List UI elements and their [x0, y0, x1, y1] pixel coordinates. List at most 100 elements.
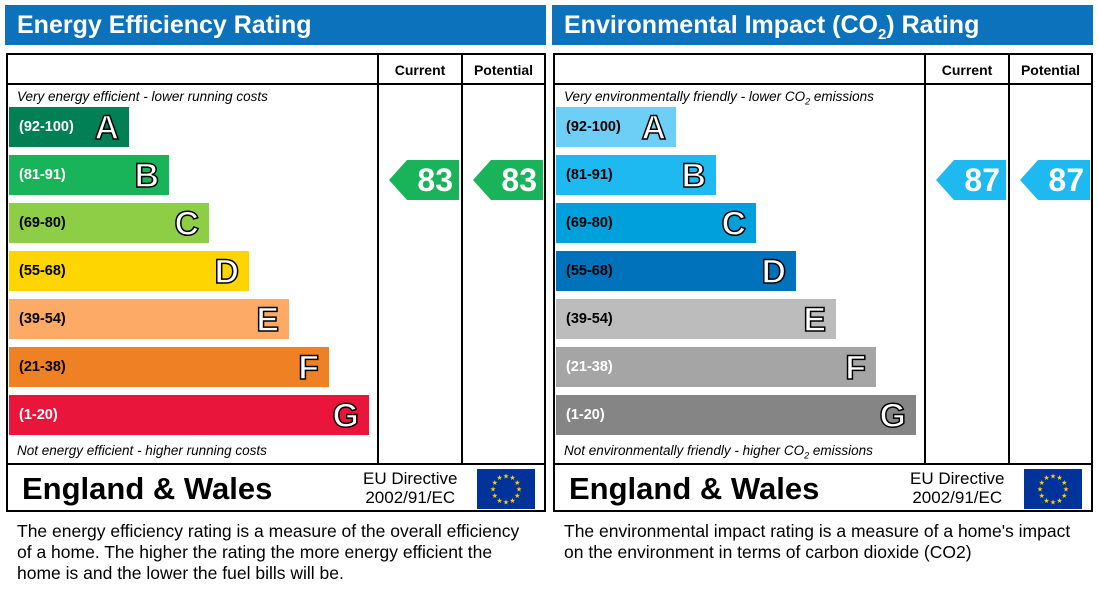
- panel-title: Energy Efficiency Rating: [5, 5, 546, 45]
- rating-table: Current Potential Very energy efficient …: [6, 53, 546, 512]
- potential-rating-arrow: 87: [1020, 160, 1090, 200]
- star-icon: ★: [1050, 499, 1056, 507]
- bar-range-label: (92-100): [19, 119, 74, 135]
- star-icon: ★: [514, 492, 520, 500]
- bar-range-label: (81-91): [566, 167, 613, 183]
- star-icon: ★: [516, 486, 522, 494]
- star-icon: ★: [1039, 479, 1045, 487]
- description: The environmental impact rating is a mea…: [564, 521, 1071, 562]
- star-icon: ★: [1056, 474, 1062, 482]
- bar-letter: B: [681, 156, 707, 196]
- star-icon: ★: [1037, 486, 1043, 494]
- directive-line2: 2002/91/EC: [365, 488, 456, 507]
- divider: [8, 463, 544, 465]
- bar-range-label: (21-38): [566, 359, 613, 375]
- star-icon: ★: [496, 497, 502, 505]
- bar-range-label: (55-68): [566, 263, 613, 279]
- bar-range-label: (39-54): [566, 311, 613, 327]
- bottom-note-sub: 2: [804, 450, 810, 461]
- divider: [461, 55, 463, 465]
- energy-efficiency-panel: Energy Efficiency Rating Current Potenti…: [5, 0, 547, 613]
- divider: [555, 83, 1091, 85]
- bar-B: (81-91) B: [9, 155, 169, 196]
- bar-F: (21-38) F: [9, 347, 329, 388]
- current-rating-arrow: 87: [936, 160, 1006, 200]
- column-header-potential: Potential: [473, 62, 534, 78]
- eu-directive: EU Directive 2002/91/EC: [363, 469, 457, 507]
- bar-range-label: (69-80): [566, 215, 613, 231]
- bar-E: (39-54) E: [9, 299, 289, 340]
- title-sub: 2: [877, 26, 887, 43]
- bar-range-label: (55-68): [19, 263, 66, 279]
- star-icon: ★: [509, 474, 515, 482]
- top-note-sub: 2: [805, 96, 811, 107]
- star-icon: ★: [492, 492, 498, 500]
- description: The energy efficiency rating is a measur…: [17, 521, 520, 583]
- bar-range-label: (39-54): [19, 311, 66, 327]
- bottom-note-suffix: emissions: [809, 443, 873, 458]
- star-icon: ★: [496, 474, 502, 482]
- bar-letter: A: [94, 108, 120, 148]
- bar-range-label: (21-38): [19, 359, 66, 375]
- column-header-potential: Potential: [1020, 62, 1081, 78]
- star-icon: ★: [1043, 474, 1049, 482]
- bar-D: (55-68) D: [556, 251, 796, 292]
- star-icon: ★: [1039, 492, 1045, 500]
- eu-flag-icon: ★ ★ ★ ★ ★ ★ ★ ★ ★ ★ ★ ★: [477, 469, 535, 509]
- rating-table: Current Potential Very environmentally f…: [553, 53, 1093, 512]
- star-icon: ★: [492, 479, 498, 487]
- star-icon: ★: [509, 497, 515, 505]
- bar-letter: F: [297, 348, 319, 388]
- star-icon: ★: [514, 479, 520, 487]
- divider: [377, 55, 379, 465]
- eu-directive: EU Directive 2002/91/EC: [910, 469, 1004, 507]
- top-note: Very environmentally friendly - lower CO…: [564, 89, 874, 107]
- bar-A: (92-100) A: [556, 107, 676, 148]
- star-icon: ★: [503, 473, 509, 481]
- bar-letter: G: [332, 396, 360, 436]
- title: Environmental Impact (CO: [564, 11, 878, 39]
- star-icon: ★: [1043, 497, 1049, 505]
- bar-C: (69-80) C: [556, 203, 756, 244]
- bar-B: (81-91) B: [556, 155, 716, 196]
- star-icon: ★: [1056, 497, 1062, 505]
- divider: [1008, 55, 1010, 465]
- bar-letter: F: [844, 348, 866, 388]
- title-suffix: ) Rating: [886, 11, 980, 39]
- title: Energy Efficiency Rating: [17, 11, 312, 39]
- bar-range-label: (1-20): [19, 407, 58, 423]
- bar-letter: E: [256, 300, 280, 340]
- bar-range-label: (69-80): [19, 215, 66, 231]
- bar-letter: B: [134, 156, 160, 196]
- bar-D: (55-68) D: [9, 251, 249, 292]
- bar-letter: C: [721, 204, 747, 244]
- divider: [8, 83, 544, 85]
- bottom-note: Not energy efficient - higher running co…: [17, 443, 267, 458]
- bottom-note: Not environmentally friendly - higher CO: [564, 443, 805, 458]
- bar-G: (1-20) G: [556, 395, 916, 436]
- bar-G: (1-20) G: [9, 395, 369, 436]
- top-note-suffix: emissions: [810, 89, 874, 104]
- bar-C: (69-80) C: [9, 203, 209, 244]
- star-icon: ★: [1061, 492, 1067, 500]
- top-note: Very energy efficient - lower running co…: [17, 89, 268, 104]
- region-label: England & Wales: [569, 471, 820, 506]
- star-icon: ★: [503, 499, 509, 507]
- region-label: England & Wales: [22, 471, 273, 506]
- environmental-impact-panel: Environmental Impact (CO2) Rating Curren…: [552, 0, 1094, 613]
- bar-letter: D: [214, 252, 240, 292]
- bar-letter: A: [641, 108, 667, 148]
- bar-A: (92-100) A: [9, 107, 129, 148]
- top-note: Very energy efficient - lower running co…: [17, 89, 268, 107]
- bottom-note: Not environmentally friendly - higher CO…: [564, 443, 873, 461]
- bar-letter: E: [803, 300, 827, 340]
- bar-range-label: (92-100): [566, 119, 621, 135]
- panel-title: Environmental Impact (CO2) Rating: [552, 5, 1093, 45]
- bar-letter: C: [174, 204, 200, 244]
- bottom-note: Not energy efficient - higher running co…: [17, 443, 267, 461]
- directive-line2: 2002/91/EC: [912, 488, 1003, 507]
- bar-range-label: (81-91): [19, 167, 66, 183]
- star-icon: ★: [490, 486, 496, 494]
- bar-range-label: (1-20): [566, 407, 605, 423]
- star-icon: ★: [1050, 473, 1056, 481]
